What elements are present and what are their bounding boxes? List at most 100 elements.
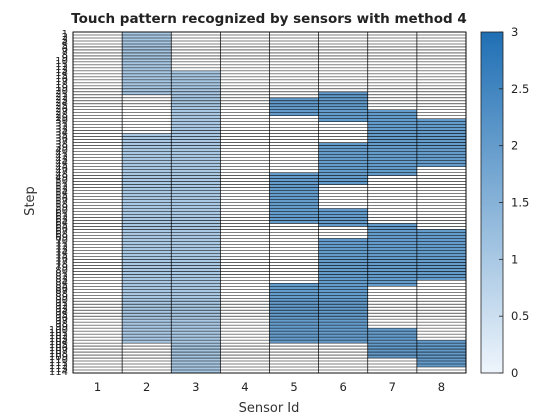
y-tick-label: 61	[55, 208, 68, 219]
heatmap-cell	[122, 238, 172, 242]
heatmap-cell	[367, 112, 417, 116]
heatmap-cell	[318, 118, 368, 122]
heatmap-cell	[318, 313, 368, 317]
y-tick-label: 78	[55, 259, 68, 270]
heatmap-cell	[367, 253, 417, 257]
heatmap-cell	[318, 292, 368, 296]
heatmap-cell	[171, 172, 221, 176]
y-tick-label: 26	[55, 104, 68, 115]
heatmap-cell	[318, 295, 368, 299]
heatmap-cell	[122, 319, 172, 323]
y-tick-label: 1	[62, 29, 68, 40]
heatmap-cell	[171, 286, 221, 290]
y-tick-label: 23	[55, 95, 68, 106]
heatmap-cell	[269, 178, 319, 182]
heatmap-cell	[122, 163, 172, 167]
heatmap-cell	[171, 262, 221, 266]
heatmap-cell	[171, 268, 221, 272]
heatmap-cell	[171, 235, 221, 239]
heatmap-cell	[367, 109, 417, 113]
heatmap-cell	[318, 175, 368, 179]
heatmap-cell	[416, 151, 467, 155]
heatmap-cell	[171, 229, 221, 233]
heatmap-cell	[269, 316, 319, 320]
y-tick-label: 24	[55, 98, 68, 109]
heatmap-cell	[122, 187, 172, 191]
heatmap-cell	[367, 145, 417, 149]
heatmap-cell	[367, 157, 417, 161]
heatmap-cell	[171, 166, 221, 170]
y-tick-label: 94	[55, 307, 68, 318]
y-tick-label: 19	[55, 83, 68, 94]
y-tick-label: 90	[55, 295, 68, 306]
heatmap-cell	[269, 109, 319, 113]
heatmap-cell	[318, 100, 368, 104]
y-tick-label: 101	[49, 328, 68, 339]
heatmap-cell	[171, 307, 221, 311]
y-tick-label: 14	[55, 68, 68, 79]
heatmap-cell	[367, 148, 417, 152]
heatmap-cell	[171, 97, 221, 101]
heatmap-cell	[171, 328, 221, 332]
colorbar-tick-label: 1.5	[511, 196, 529, 210]
heatmap-cell	[171, 148, 221, 152]
heatmap-cell	[122, 136, 172, 140]
y-tick-label: 52	[55, 182, 68, 193]
heatmap-cell	[269, 97, 319, 101]
heatmap-cell	[318, 325, 368, 329]
y-tick-label: 53	[55, 185, 68, 196]
heatmap-cell	[122, 217, 172, 221]
heatmap-cell	[122, 262, 172, 266]
heatmap-cell	[122, 286, 172, 290]
heatmap-cell	[367, 268, 417, 272]
heatmap-cell	[269, 334, 319, 338]
y-tick-label: 34	[55, 128, 68, 139]
heatmap-cell	[318, 337, 368, 341]
y-tick-label: 114	[49, 367, 68, 378]
y-tick-label: 25	[55, 101, 68, 112]
heatmap-cell	[367, 328, 417, 332]
heatmap-cell	[171, 115, 221, 119]
heatmap-cell	[269, 319, 319, 323]
heatmap-cell	[122, 337, 172, 341]
heatmap-cell	[416, 346, 467, 350]
heatmap-cell	[171, 217, 221, 221]
y-axis-label: Step	[23, 186, 38, 216]
heatmap-cell	[122, 265, 172, 269]
heatmap-cell	[122, 46, 172, 50]
y-tick-label: 72	[55, 241, 68, 252]
y-tick-label: 82	[55, 271, 68, 282]
colorbar-tick-label: 2	[511, 139, 518, 153]
heatmap-cell	[367, 337, 417, 341]
heatmap-cell	[122, 277, 172, 281]
y-tick-label: 103	[49, 334, 68, 345]
heatmap-cell	[171, 109, 221, 113]
heatmap-cell	[171, 145, 221, 149]
heatmap-cell	[122, 247, 172, 251]
y-tick-label: 54	[55, 188, 68, 199]
y-tick-label: 69	[55, 232, 68, 243]
x-tick-label: 7	[389, 380, 396, 394]
heatmap-cell	[416, 232, 467, 236]
heatmap-cell	[122, 79, 172, 83]
y-tick-label: 37	[55, 137, 68, 148]
heatmap-cell	[318, 91, 368, 95]
heatmap-cell	[318, 238, 368, 242]
heatmap-cell	[318, 253, 368, 257]
y-tick-label: 55	[55, 191, 68, 202]
heatmap-grid	[72, 31, 467, 374]
heatmap-cell	[171, 193, 221, 197]
y-tick-label: 67	[55, 226, 68, 237]
y-tick-label: 71	[55, 238, 68, 249]
heatmap-cell	[122, 58, 172, 62]
heatmap-cell	[171, 121, 221, 125]
heatmap-cell	[416, 262, 467, 266]
heatmap-cell	[318, 301, 368, 305]
heatmap-cell	[122, 340, 172, 344]
heatmap-cell	[367, 229, 417, 233]
heatmap-cell	[171, 220, 221, 224]
heatmap-cell	[367, 235, 417, 239]
heatmap-cell	[367, 334, 417, 338]
heatmap-cell	[171, 118, 221, 122]
x-axis-ticks: 1 2 3 4 5 6 7 8	[94, 380, 445, 394]
